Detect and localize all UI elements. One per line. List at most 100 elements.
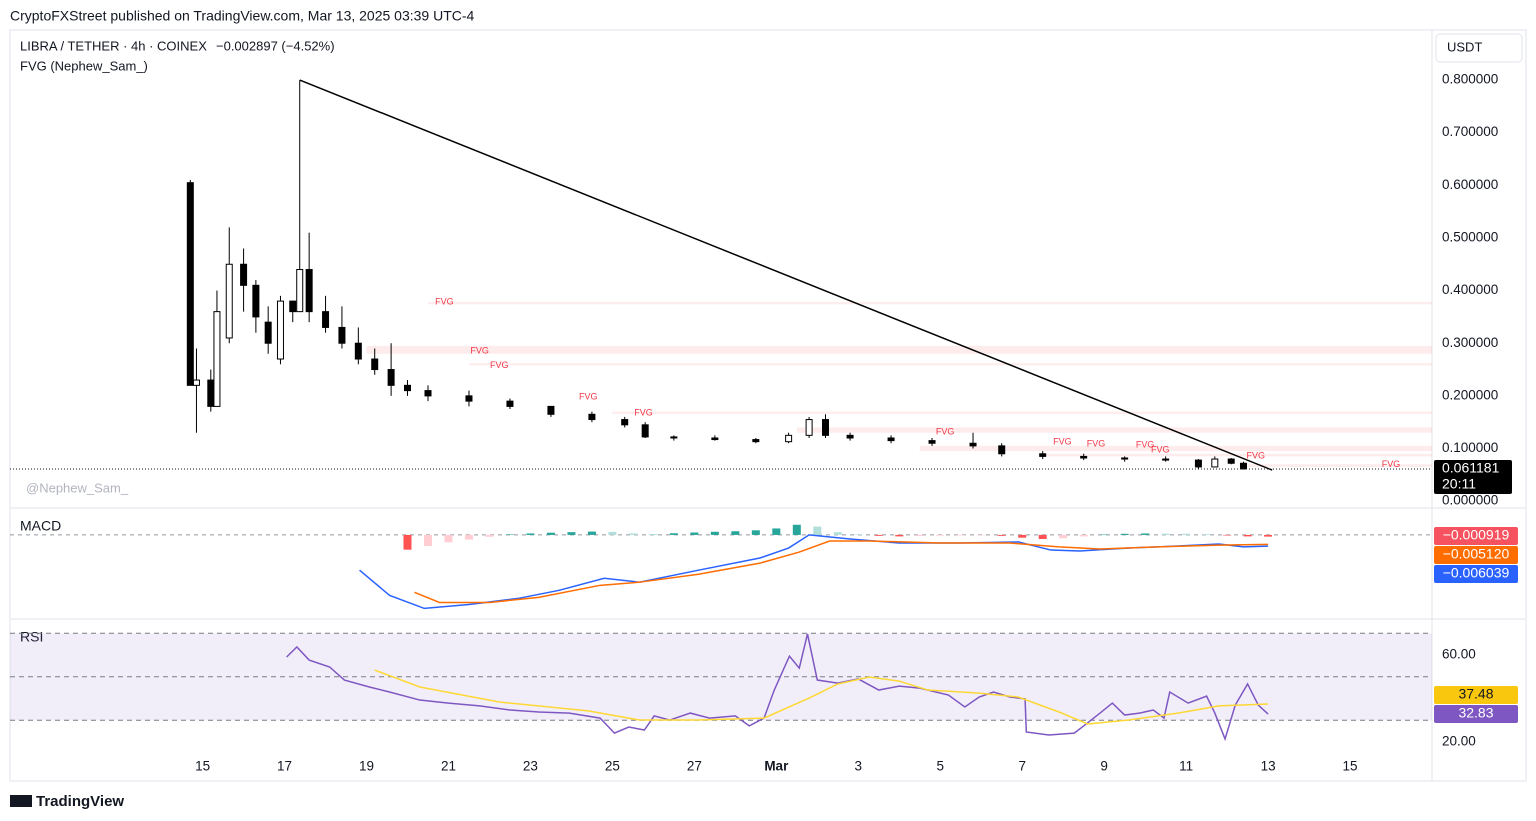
candle-body xyxy=(1039,453,1047,457)
y-tick-label: 60.00 xyxy=(1442,647,1476,662)
histogram-bar xyxy=(895,534,904,537)
histogram-bar xyxy=(403,534,412,550)
fvg-label: FVG xyxy=(435,297,454,307)
x-tick-label: Mar xyxy=(764,759,789,774)
candle-body xyxy=(805,419,813,436)
histogram-bar xyxy=(997,534,1006,536)
candle-body xyxy=(276,300,284,360)
last-price-box xyxy=(1434,459,1512,494)
x-tick-label: 3 xyxy=(855,759,863,774)
candle-body xyxy=(1162,458,1170,461)
x-tick-label: 15 xyxy=(1343,759,1358,774)
value-label-box xyxy=(1434,565,1518,583)
candle-body xyxy=(621,419,629,426)
fvg-label: FVG xyxy=(1087,439,1106,449)
x-tick-label: 7 xyxy=(1018,759,1026,774)
brand-logo xyxy=(10,795,32,807)
histogram-bar xyxy=(731,531,740,535)
fvg-label: FVG xyxy=(1247,450,1266,460)
candle-body xyxy=(240,263,248,286)
trendline xyxy=(299,79,1273,471)
y-tick-label: 20.00 xyxy=(1442,734,1476,749)
candle-body xyxy=(1211,458,1219,468)
x-tick-label: 23 xyxy=(523,759,538,774)
y-tick-label: 0.800000 xyxy=(1442,72,1498,87)
histogram-bar xyxy=(444,534,453,543)
candle-body xyxy=(465,395,473,402)
value-label-box xyxy=(1434,705,1518,723)
rsi-title: RSI xyxy=(20,629,43,645)
candle-body xyxy=(1227,458,1235,464)
candle-body xyxy=(424,390,432,397)
candle-body xyxy=(1239,462,1247,470)
candle-body xyxy=(887,437,895,442)
candle-body xyxy=(928,440,936,444)
candle-body xyxy=(998,445,1006,455)
fvg-label: FVG xyxy=(1136,440,1155,450)
countdown: 20:11 xyxy=(1442,476,1476,492)
candle-body xyxy=(785,434,793,443)
candle-body xyxy=(213,311,221,407)
histogram-bar xyxy=(1038,534,1047,539)
y-tick-label: 0.500000 xyxy=(1442,230,1498,245)
candle-body xyxy=(821,419,829,436)
histogram-bar xyxy=(1243,534,1252,537)
x-tick-label: 5 xyxy=(936,759,944,774)
histogram-bar xyxy=(526,533,535,535)
x-tick-label: 13 xyxy=(1261,759,1276,774)
histogram-bar xyxy=(649,534,658,535)
candle-body xyxy=(404,384,412,392)
brand: TradingView xyxy=(36,793,124,810)
y-tick-label: 0.300000 xyxy=(1442,335,1498,350)
macd-title: MACD xyxy=(20,518,61,534)
currency: USDT xyxy=(1447,39,1482,54)
y-tick-label: 0.400000 xyxy=(1442,282,1498,297)
value-label-box xyxy=(1434,546,1518,564)
x-tick-label: 21 xyxy=(441,759,456,774)
watermark: @Nephew_Sam_ xyxy=(26,480,129,495)
x-tick-label: 17 xyxy=(277,759,292,774)
candle-body xyxy=(371,358,379,371)
fvg-zone xyxy=(468,363,1432,366)
histogram-bar xyxy=(833,532,842,535)
histogram-bar xyxy=(1018,534,1027,538)
candle-body xyxy=(969,442,977,447)
value-label: 37.48 xyxy=(1458,686,1493,702)
line xyxy=(374,669,1269,725)
frame xyxy=(9,29,1527,782)
x-tick-label: 27 xyxy=(687,759,702,774)
symbol: LIBRA / TETHER · 4h · COINEX xyxy=(20,38,207,53)
histogram-bar xyxy=(956,534,965,536)
candle-body xyxy=(506,400,514,407)
fvg-zone xyxy=(919,445,1432,452)
fvg-zone xyxy=(612,411,1432,414)
x-tick-label: 19 xyxy=(359,759,374,774)
histogram-bar xyxy=(1059,534,1068,539)
histogram-bar xyxy=(628,533,637,535)
currency-box[interactable] xyxy=(1435,33,1523,63)
x-tick-label: 11 xyxy=(1179,759,1193,774)
indicator-name: FVG (Nephew_Sam_) xyxy=(20,58,148,73)
histogram-bar xyxy=(423,534,432,546)
candle-body xyxy=(264,321,272,344)
histogram-bar xyxy=(813,526,822,535)
candle-body xyxy=(289,300,297,313)
line xyxy=(359,534,1269,610)
histogram-bar xyxy=(854,534,863,535)
histogram-bar xyxy=(587,531,596,535)
histogram-bar xyxy=(751,530,760,535)
candle-body xyxy=(752,439,760,443)
fvg-zone xyxy=(366,345,1432,354)
histogram-bar xyxy=(1223,534,1232,536)
y-tick-label: 0.200000 xyxy=(1442,387,1498,402)
candle-body xyxy=(252,284,260,318)
y-tick-label: 0.700000 xyxy=(1442,124,1498,139)
histogram-bar xyxy=(792,524,801,535)
histogram-bar xyxy=(1100,534,1109,536)
candle-body xyxy=(1080,455,1088,459)
histogram-bar xyxy=(1182,533,1191,535)
histogram-bar xyxy=(1141,533,1150,535)
value-label-box xyxy=(1434,527,1518,545)
fvg-label: FVG xyxy=(1382,459,1401,469)
